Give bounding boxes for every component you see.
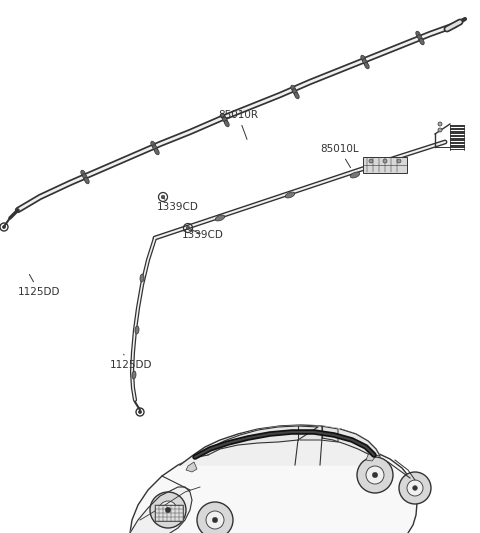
Ellipse shape	[153, 145, 157, 151]
Polygon shape	[198, 426, 318, 457]
Ellipse shape	[364, 62, 369, 69]
Circle shape	[357, 457, 393, 493]
Ellipse shape	[418, 35, 422, 41]
Polygon shape	[322, 426, 380, 456]
Ellipse shape	[361, 55, 366, 62]
Ellipse shape	[416, 31, 420, 38]
Circle shape	[413, 486, 418, 490]
Ellipse shape	[285, 192, 295, 198]
Ellipse shape	[294, 92, 299, 99]
Ellipse shape	[151, 141, 156, 148]
Circle shape	[399, 472, 431, 504]
Polygon shape	[130, 487, 192, 533]
Ellipse shape	[291, 85, 296, 92]
Circle shape	[150, 492, 186, 528]
Polygon shape	[366, 451, 376, 461]
Ellipse shape	[221, 113, 226, 120]
FancyBboxPatch shape	[363, 157, 407, 173]
Polygon shape	[130, 442, 417, 533]
Polygon shape	[300, 425, 338, 442]
Ellipse shape	[155, 148, 159, 155]
Polygon shape	[186, 462, 197, 472]
Circle shape	[372, 472, 378, 478]
Ellipse shape	[132, 371, 136, 379]
Text: 1125DD: 1125DD	[110, 354, 153, 370]
Polygon shape	[180, 425, 380, 465]
Circle shape	[206, 511, 224, 529]
Text: 1125DD: 1125DD	[18, 274, 60, 297]
Ellipse shape	[350, 172, 360, 178]
Ellipse shape	[135, 326, 139, 334]
Circle shape	[383, 159, 387, 163]
Ellipse shape	[362, 59, 367, 65]
FancyBboxPatch shape	[155, 505, 183, 521]
Text: 1339CD: 1339CD	[182, 229, 224, 240]
Circle shape	[212, 518, 218, 523]
Ellipse shape	[225, 120, 229, 127]
Ellipse shape	[293, 89, 298, 95]
Ellipse shape	[420, 38, 424, 45]
Circle shape	[397, 159, 401, 163]
Ellipse shape	[223, 117, 228, 123]
Text: 85010L: 85010L	[320, 144, 359, 167]
Ellipse shape	[215, 215, 225, 221]
Ellipse shape	[84, 177, 89, 184]
Circle shape	[407, 480, 423, 496]
Ellipse shape	[83, 174, 87, 180]
Ellipse shape	[81, 170, 85, 176]
Text: 1339CD: 1339CD	[157, 198, 199, 212]
Circle shape	[186, 226, 190, 230]
Circle shape	[366, 466, 384, 484]
Circle shape	[165, 507, 171, 513]
Ellipse shape	[140, 274, 144, 282]
Circle shape	[369, 159, 373, 163]
Circle shape	[438, 128, 442, 132]
Circle shape	[139, 410, 142, 414]
Circle shape	[438, 122, 442, 126]
Circle shape	[159, 501, 177, 519]
Text: 85010R: 85010R	[218, 110, 258, 140]
Circle shape	[161, 195, 165, 199]
Circle shape	[197, 502, 233, 533]
Circle shape	[2, 225, 5, 229]
